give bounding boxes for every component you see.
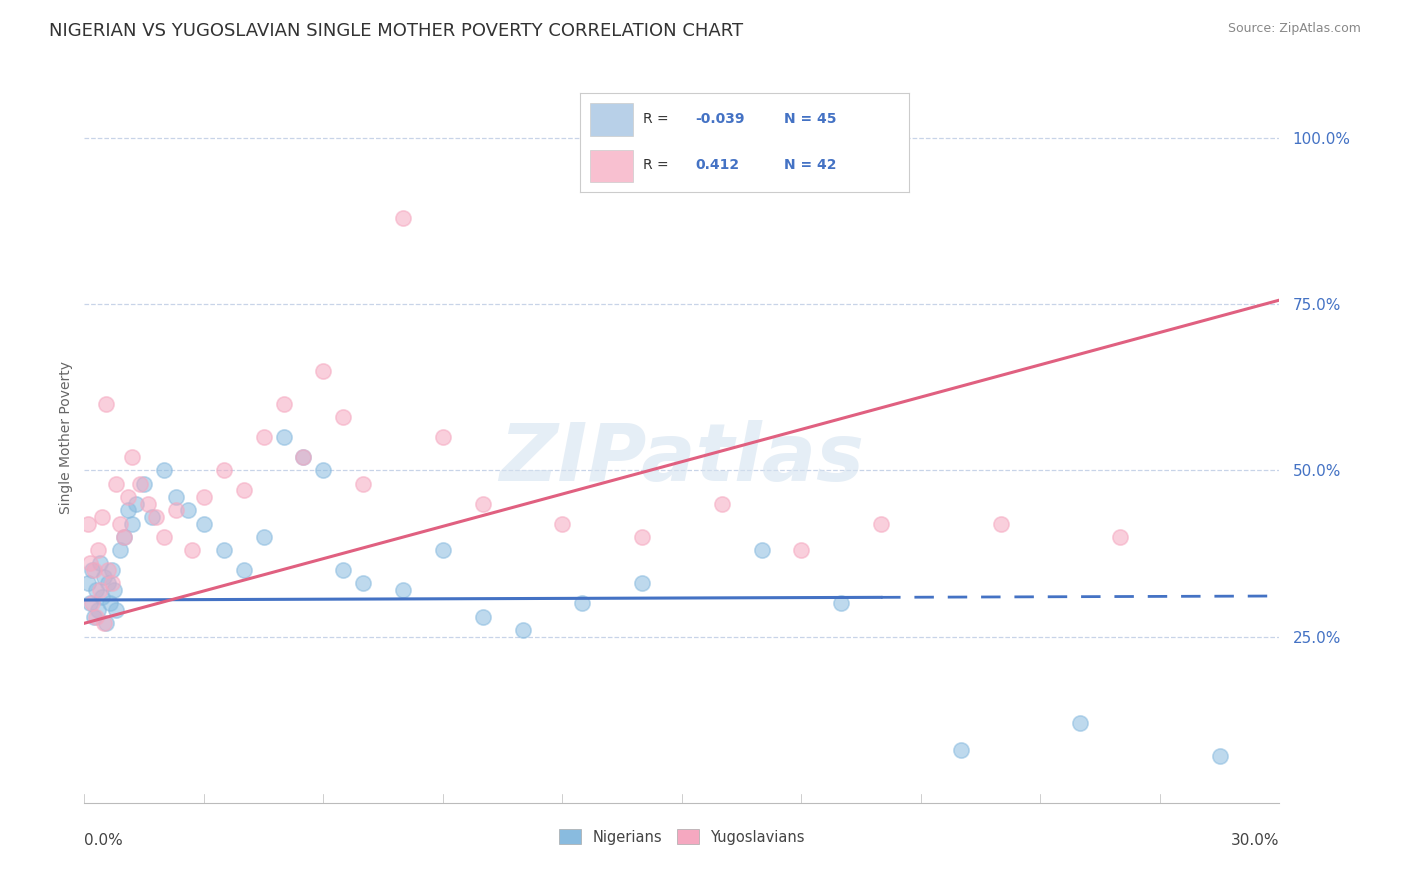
Point xyxy=(830,596,852,610)
Y-axis label: Single Mother Poverty: Single Mother Poverty xyxy=(59,360,73,514)
Point xyxy=(232,483,254,498)
Point xyxy=(751,543,773,558)
Point xyxy=(551,516,574,531)
Point xyxy=(253,430,276,444)
Point xyxy=(121,516,143,531)
Point xyxy=(105,603,128,617)
Point xyxy=(432,430,454,444)
Point xyxy=(312,363,335,377)
Text: Source: ZipAtlas.com: Source: ZipAtlas.com xyxy=(1227,22,1361,36)
Point xyxy=(87,603,110,617)
Text: 30.0%: 30.0% xyxy=(1232,833,1279,848)
Point xyxy=(332,410,354,425)
Point xyxy=(512,623,534,637)
Point xyxy=(129,476,152,491)
Point xyxy=(79,557,101,571)
Text: NIGERIAN VS YUGOSLAVIAN SINGLE MOTHER POVERTY CORRELATION CHART: NIGERIAN VS YUGOSLAVIAN SINGLE MOTHER PO… xyxy=(49,22,744,40)
Point xyxy=(93,616,115,631)
Point xyxy=(432,543,454,558)
Point xyxy=(1209,749,1232,764)
Point xyxy=(121,450,143,464)
Point xyxy=(212,463,235,477)
Point xyxy=(112,530,135,544)
Point xyxy=(273,397,295,411)
Point xyxy=(77,516,100,531)
Point xyxy=(1109,530,1132,544)
Point xyxy=(181,543,204,558)
Point xyxy=(101,576,124,591)
Point xyxy=(110,543,132,558)
Point xyxy=(110,516,132,531)
Point xyxy=(352,476,374,491)
Point xyxy=(153,530,176,544)
Point xyxy=(145,509,167,524)
Legend: Nigerians, Yugoslavians: Nigerians, Yugoslavians xyxy=(553,823,811,850)
Point xyxy=(77,576,100,591)
Point xyxy=(392,582,415,597)
Point xyxy=(193,516,215,531)
Point xyxy=(132,476,156,491)
Point xyxy=(86,609,108,624)
Point xyxy=(97,563,120,577)
Point xyxy=(87,543,110,558)
Point xyxy=(103,582,125,597)
Text: 0.0%: 0.0% xyxy=(84,833,124,848)
Point xyxy=(1069,716,1091,731)
Point xyxy=(471,609,494,624)
Point xyxy=(93,570,115,584)
Point xyxy=(141,509,163,524)
Point xyxy=(96,616,118,631)
Point xyxy=(153,463,176,477)
Point xyxy=(870,516,893,531)
Point xyxy=(312,463,335,477)
Point xyxy=(136,497,159,511)
Point xyxy=(292,450,315,464)
Point xyxy=(79,596,101,610)
Point xyxy=(990,516,1012,531)
Point xyxy=(117,490,139,504)
Point xyxy=(105,476,128,491)
Point xyxy=(82,563,104,577)
Point xyxy=(332,563,354,577)
Point xyxy=(91,590,114,604)
Point xyxy=(273,430,295,444)
Point xyxy=(631,530,654,544)
Point xyxy=(571,596,593,610)
Point xyxy=(82,596,104,610)
Point xyxy=(177,503,200,517)
Point xyxy=(97,576,120,591)
Point xyxy=(292,450,315,464)
Point xyxy=(352,576,374,591)
Text: ZIPatlas: ZIPatlas xyxy=(499,420,865,498)
Point xyxy=(89,557,111,571)
Point xyxy=(392,211,415,225)
Point xyxy=(790,543,813,558)
Point xyxy=(949,742,972,756)
Point xyxy=(112,530,135,544)
Point xyxy=(710,497,733,511)
Point xyxy=(165,490,187,504)
Point xyxy=(96,397,118,411)
Point xyxy=(471,497,494,511)
Point xyxy=(253,530,276,544)
Point xyxy=(125,497,148,511)
Point xyxy=(83,563,105,577)
Point xyxy=(89,582,111,597)
Point xyxy=(117,503,139,517)
Point xyxy=(232,563,254,577)
Point xyxy=(83,609,105,624)
Point xyxy=(212,543,235,558)
Point xyxy=(98,596,121,610)
Point xyxy=(101,563,124,577)
Point xyxy=(86,582,108,597)
Point xyxy=(631,576,654,591)
Point xyxy=(165,503,187,517)
Point xyxy=(193,490,215,504)
Point xyxy=(91,509,114,524)
